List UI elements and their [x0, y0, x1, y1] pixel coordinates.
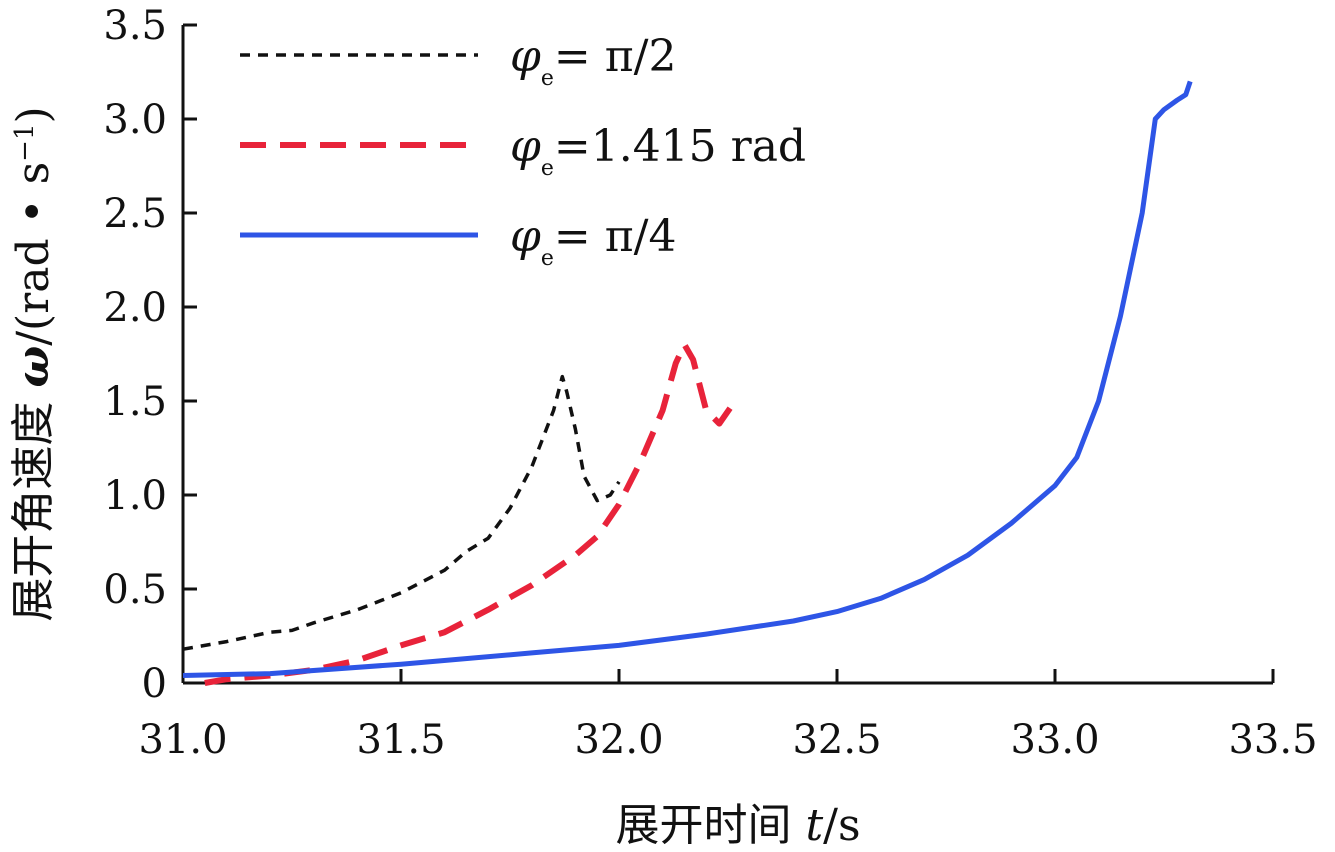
y-tick-label: 0.5 — [103, 567, 167, 613]
y-tick-label: 1.5 — [103, 379, 167, 425]
x-tick-label: 32.0 — [574, 717, 663, 763]
y-tick-label: 2.0 — [103, 285, 167, 331]
y-tick-label: 2.5 — [103, 191, 167, 237]
x-tick-label: 33.0 — [1010, 717, 1099, 763]
x-tick-label: 32.5 — [792, 717, 881, 763]
series-line-3 — [182, 80, 1193, 678]
y-tick-label: 1.0 — [103, 473, 167, 519]
series-layer — [182, 80, 1193, 686]
series-line-2 — [204, 341, 735, 686]
legend-label-1: φe= π/2 — [510, 31, 676, 91]
legend: φe= π/2 φe=1.415 rad φe= π/4 — [240, 31, 806, 271]
y-tick-label: 3.0 — [103, 97, 167, 143]
x-tick-label: 31.0 — [138, 717, 227, 763]
legend-label-2: φe=1.415 rad — [510, 121, 806, 181]
y-tick-label: 0 — [142, 661, 167, 707]
legend-label-3: φe= π/4 — [510, 211, 676, 271]
series-line-1 — [182, 374, 621, 651]
x-tick-label: 33.5 — [1228, 717, 1317, 763]
x-axis-title: 展开时间 t/s — [615, 800, 860, 851]
x-tick-label: 31.5 — [356, 717, 445, 763]
axes: 31.0 31.5 32.0 32.5 33.0 33.5 0 0.5 1.0 1.5 2.0 2.5… — [103, 3, 1317, 763]
y-tick-label: 3.5 — [103, 3, 167, 49]
y-axis-title: 展开角速度 ω/(rad • s−1) — [8, 106, 59, 621]
